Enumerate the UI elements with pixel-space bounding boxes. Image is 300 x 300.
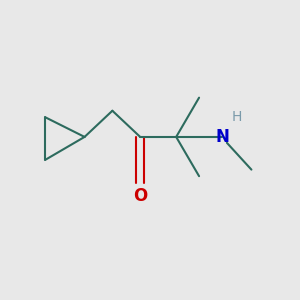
Text: O: O (133, 187, 147, 205)
Text: N: N (215, 128, 229, 146)
Text: H: H (232, 110, 242, 124)
